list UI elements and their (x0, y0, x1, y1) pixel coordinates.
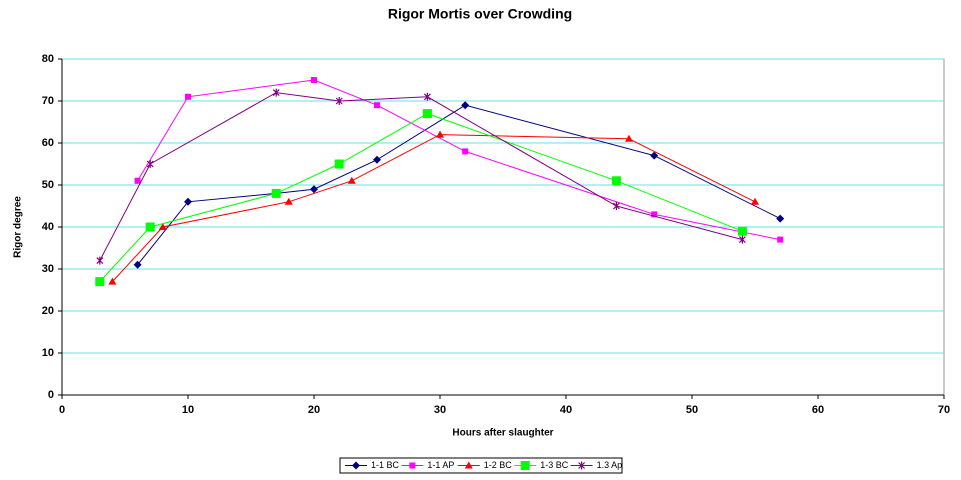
y-tick-label: 30 (42, 263, 54, 275)
y-tick-label: 10 (42, 347, 54, 359)
marker (185, 93, 191, 100)
marker (145, 222, 155, 232)
marker (108, 277, 117, 285)
legend-label: 1.3 Ap (597, 460, 623, 470)
marker (96, 256, 104, 265)
legend-label: 1-3 BC (540, 460, 569, 470)
marker (422, 109, 432, 119)
y-tick-label: 20 (42, 305, 54, 317)
legend-label: 1-1 BC (371, 460, 400, 470)
marker (311, 77, 317, 83)
x-tick-label: 70 (938, 404, 950, 416)
y-tick-label: 0 (48, 389, 54, 401)
marker (347, 176, 356, 184)
marker (578, 461, 586, 470)
marker (462, 148, 469, 155)
y-tick-label: 40 (42, 221, 54, 233)
marker (520, 461, 530, 470)
x-tick-label: 40 (560, 404, 572, 416)
marker (737, 226, 747, 236)
marker (133, 260, 142, 269)
marker (335, 97, 343, 105)
x-tick-label: 10 (182, 404, 194, 416)
y-tick-label: 70 (42, 95, 54, 107)
marker (334, 159, 344, 169)
y-axis-label: Rigor degree (13, 196, 24, 258)
marker (612, 202, 620, 210)
marker (373, 155, 381, 164)
marker (751, 197, 759, 205)
marker (776, 214, 785, 223)
marker (651, 211, 658, 218)
marker (409, 462, 416, 469)
marker (352, 461, 360, 470)
marker (158, 223, 167, 230)
x-tick-label: 20 (308, 404, 320, 416)
marker (611, 176, 621, 186)
marker (461, 101, 470, 110)
marker (650, 151, 659, 160)
legend-label: 1-1 AP (427, 460, 454, 470)
y-tick-label: 80 (42, 53, 54, 65)
marker (184, 197, 192, 206)
legend-label: 1-2 BC (484, 460, 513, 470)
series-line (137, 104, 781, 266)
marker (738, 235, 746, 244)
marker (310, 185, 318, 194)
marker (271, 188, 281, 198)
y-tick-label: 50 (42, 179, 54, 191)
marker (423, 92, 431, 101)
marker (464, 461, 473, 469)
marker (95, 277, 105, 287)
marker (284, 197, 293, 205)
chart-title: Rigor Mortis over Crowding (388, 6, 572, 22)
marker (272, 88, 280, 97)
marker (374, 102, 380, 109)
marker (625, 134, 633, 142)
y-tick-label: 60 (42, 137, 54, 149)
x-tick-label: 30 (434, 404, 446, 416)
marker (134, 177, 141, 184)
marker (777, 236, 784, 243)
marker (436, 130, 444, 138)
x-axis-label: Hours after slaughter (452, 428, 553, 439)
legend-box (339, 457, 623, 474)
x-tick-label: 50 (686, 404, 698, 416)
marker (146, 160, 154, 168)
x-tick-label: 0 (59, 404, 65, 416)
x-tick-label: 60 (812, 404, 824, 416)
